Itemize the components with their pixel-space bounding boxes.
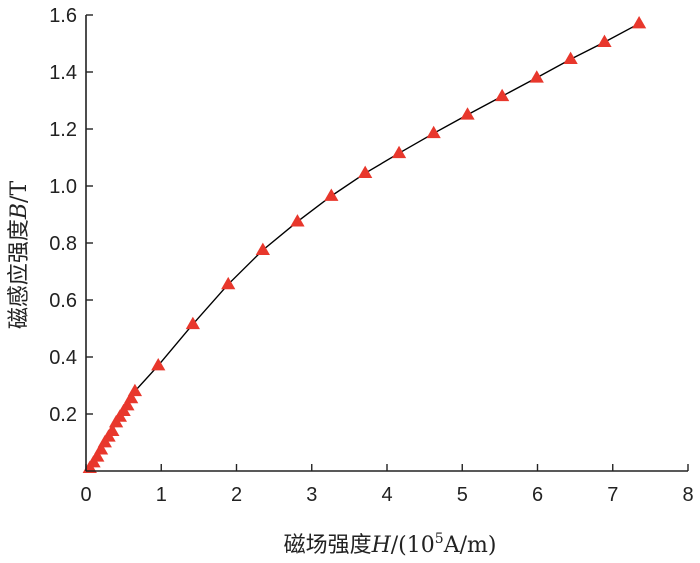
x-tick-label: 4 [381, 484, 392, 506]
y-tick-label: 1.4 [49, 62, 77, 84]
y-tick-label: 1.0 [49, 176, 77, 198]
x-tick-label: 6 [532, 484, 543, 506]
y-tick-label: 0.8 [49, 233, 77, 255]
y-axis-label: 磁感应强度B/T [7, 181, 32, 330]
ticks: 0 1 2 3 4 5 6 7 8 0.2 0.4 0.6 0.8 1.0 1.2 1.4 1.6 [49, 5, 693, 506]
data-point-marker [127, 383, 143, 397]
data-point-marker [105, 423, 120, 436]
series-line [89, 22, 640, 469]
y-tick-label: 0.2 [49, 404, 77, 426]
x-tick-label: 8 [682, 484, 693, 506]
data-point-marker [90, 449, 105, 462]
data-point-marker [358, 165, 373, 179]
data-point-marker [597, 34, 612, 47]
data-point-marker [563, 51, 578, 65]
data-point-marker [290, 214, 305, 227]
x-tick-label: 5 [457, 484, 468, 506]
data-point-marker [495, 88, 510, 102]
data-point-marker [93, 442, 109, 455]
x-tick-label: 1 [156, 484, 167, 506]
y-tick-label: 0.6 [49, 290, 77, 312]
data-point-marker [529, 70, 544, 83]
x-tick-label: 7 [607, 484, 618, 506]
data-point-marker [124, 390, 139, 404]
y-tick-label: 1.2 [49, 119, 77, 141]
data-point-marker [460, 107, 475, 120]
y-tick-label: 1.6 [49, 5, 77, 27]
data-point-marker [151, 358, 166, 371]
data-point-marker [221, 276, 236, 290]
x-tick-label: 3 [306, 484, 317, 506]
data-point-marker [255, 242, 270, 255]
data-point-marker [631, 16, 647, 29]
axes [85, 15, 688, 472]
data-point-marker [391, 145, 407, 159]
data-point-marker [426, 125, 441, 139]
data-point-marker [324, 188, 339, 201]
plot-area [82, 16, 647, 474]
data-point-marker [185, 316, 200, 330]
x-tick-label: 0 [80, 484, 91, 506]
x-axis-label: 磁场强度H/(105A/m) [284, 531, 497, 558]
x-tick-label: 2 [231, 484, 242, 506]
y-tick-label: 0.4 [49, 347, 77, 369]
data-point-marker [120, 397, 135, 411]
